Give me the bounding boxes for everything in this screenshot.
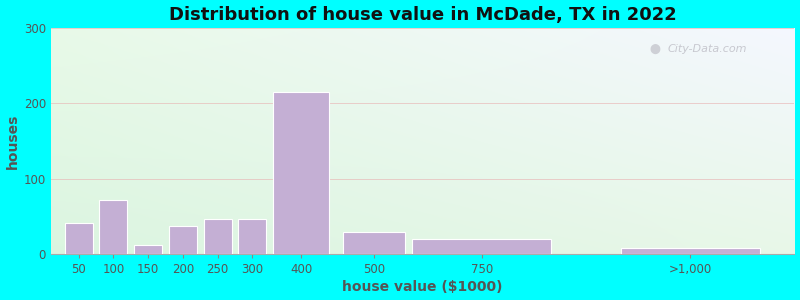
Text: City-Data.com: City-Data.com: [668, 44, 747, 54]
Bar: [621, 248, 760, 254]
Bar: [412, 239, 551, 254]
Text: ⬤: ⬤: [650, 44, 660, 54]
Title: Distribution of house value in McDade, TX in 2022: Distribution of house value in McDade, T…: [169, 6, 677, 24]
Bar: [342, 232, 406, 254]
Bar: [238, 219, 266, 254]
Bar: [99, 200, 127, 254]
Bar: [204, 219, 231, 254]
Bar: [134, 245, 162, 254]
X-axis label: house value ($1000): house value ($1000): [342, 280, 503, 294]
Bar: [169, 226, 197, 254]
Bar: [274, 92, 329, 254]
Y-axis label: houses: houses: [6, 113, 19, 169]
Bar: [65, 223, 93, 254]
